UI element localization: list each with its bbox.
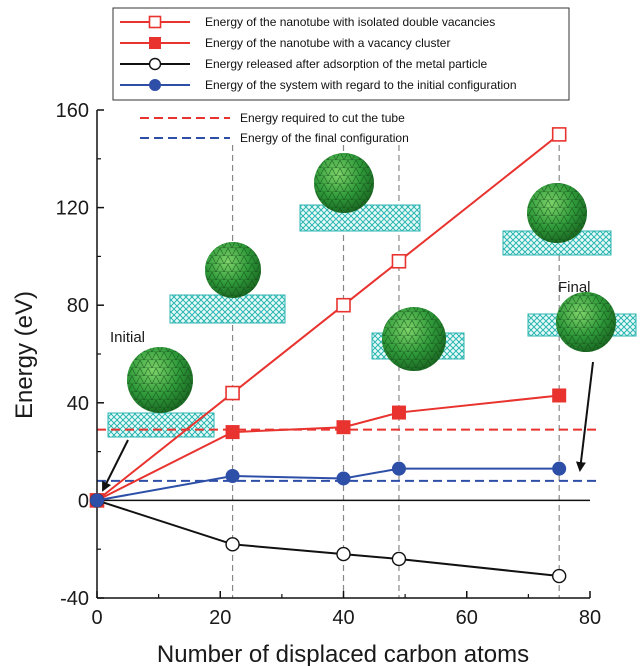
inset-x-75	[502, 183, 612, 256]
x-tick-label: 40	[332, 607, 354, 629]
y-tick-label: 120	[56, 198, 89, 220]
legend-reference-lines: Energy required to cut the tube Energy of…	[140, 111, 409, 145]
y-tick-label: 0	[78, 490, 89, 512]
legend-ref-label-1: Energy of the final configuration	[240, 131, 409, 145]
inset-initial-tube	[107, 412, 215, 438]
legend-label-2: Energy released after adsorption of the …	[205, 57, 487, 71]
inset-final-particle-mesh	[556, 292, 616, 352]
y-axis-label: Energy (eV)	[11, 291, 38, 419]
legend-label-3: Energy of the system with regard to the …	[205, 78, 517, 92]
data-point-2-1	[225, 537, 240, 552]
y-tick-label: 80	[67, 295, 89, 317]
data-point-2-4	[551, 568, 567, 584]
inset-initial-particle-mesh	[127, 347, 193, 413]
legend-label-1: Energy of the nanotube with a vacancy cl…	[205, 36, 450, 50]
series-line-2	[96, 499, 560, 578]
data-point-0-2	[336, 297, 351, 313]
data-point-3-3	[391, 461, 406, 476]
inset-x-22	[169, 242, 286, 324]
arrow-initial	[102, 439, 129, 492]
inset-final	[527, 292, 637, 352]
legend-label-0: Energy of the nanotube with isolated dou…	[205, 15, 495, 29]
inset-x-22-particle-mesh	[205, 242, 261, 298]
legend-ref-label-0: Energy required to cut the tube	[240, 111, 405, 125]
data-point-3-0	[90, 493, 104, 508]
series-line-3	[96, 467, 560, 502]
y-tick-label: 160	[56, 100, 89, 122]
legend-marker-0	[148, 15, 162, 29]
x-tick-label: 20	[209, 607, 231, 629]
legend-marker-1	[149, 37, 161, 49]
annotation-final: Final	[558, 279, 591, 296]
data-point-3-1	[225, 469, 240, 483]
inset-x-49-particle-mesh	[382, 307, 446, 371]
data-point-1-1	[225, 425, 240, 440]
annotation-initial: Initial	[110, 329, 145, 346]
data-point-2-3	[391, 551, 407, 567]
inset-initial	[107, 347, 215, 438]
legend-marker-2	[148, 57, 162, 71]
data-point-3-2	[336, 471, 351, 486]
inset-x-49	[371, 307, 465, 371]
y-tick-label: -40	[60, 588, 89, 610]
data-point-0-3	[391, 253, 407, 269]
legend: Energy of the nanotube with isolated dou…	[112, 7, 570, 101]
annotations: Initial Final	[102, 279, 594, 492]
series-group	[89, 127, 567, 584]
inset-x-40-tube	[299, 204, 421, 232]
structure-insets	[107, 153, 637, 438]
data-point-1-3	[391, 405, 406, 420]
data-point-0-1	[225, 385, 240, 401]
data-point-1-4	[552, 388, 567, 403]
y-tick-label: 40	[67, 393, 89, 415]
inset-x-40-particle-mesh	[314, 153, 374, 213]
x-tick-label: 80	[579, 607, 601, 629]
inset-x-75-particle-mesh	[527, 183, 587, 243]
data-point-2-2	[336, 546, 351, 562]
x-axis-label: Number of displaced carbon atoms	[157, 641, 529, 666]
data-point-0-4	[551, 127, 567, 142]
inset-x-22-tube	[169, 294, 286, 324]
legend-marker-3	[149, 79, 161, 91]
x-tick-label: 60	[456, 607, 478, 629]
series-3	[90, 461, 567, 508]
data-point-3-4	[552, 461, 567, 476]
x-tick-label: 0	[91, 607, 102, 629]
series-2	[89, 493, 567, 584]
reference-lines	[97, 428, 598, 502]
data-point-1-2	[336, 420, 351, 435]
inset-x-40	[299, 153, 421, 232]
arrow-final	[575, 361, 594, 472]
